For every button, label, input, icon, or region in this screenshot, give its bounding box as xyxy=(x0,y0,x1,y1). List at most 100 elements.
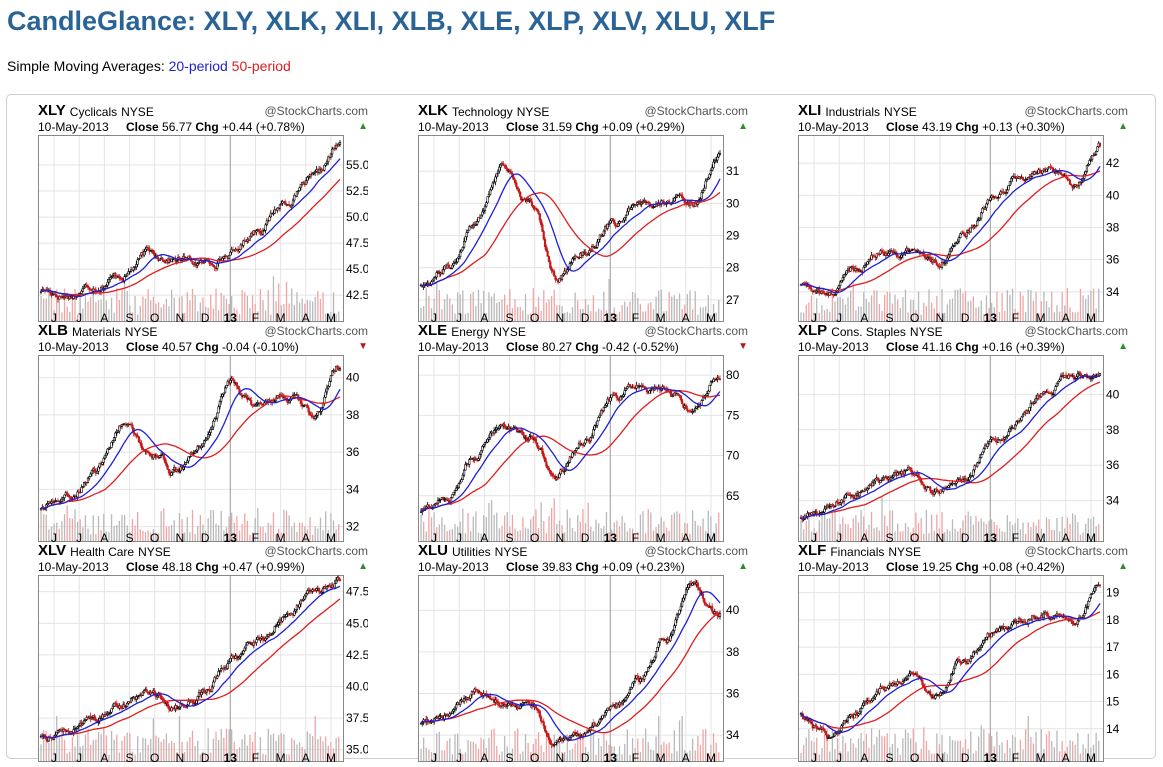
volume-bar xyxy=(601,528,602,541)
volume-bar xyxy=(876,527,877,541)
candle-body xyxy=(132,425,134,428)
volume-bar xyxy=(265,533,266,541)
x-month-label: S xyxy=(886,531,894,542)
volume-bar xyxy=(1072,513,1073,541)
volume-bar xyxy=(527,529,528,541)
candle-body xyxy=(596,242,598,247)
volume-bar xyxy=(470,531,471,541)
candle-body xyxy=(675,620,677,626)
volume-bar xyxy=(1075,312,1076,321)
volume-bar xyxy=(829,518,830,541)
chg-label: Chg xyxy=(955,120,978,134)
chart-date: 10-May-2013 xyxy=(38,120,109,134)
volume-bar xyxy=(517,307,518,321)
candle-body xyxy=(68,494,70,496)
volume-bar xyxy=(145,299,146,321)
candle-body xyxy=(542,225,544,232)
volume-bar xyxy=(43,514,44,541)
volume-bar xyxy=(423,737,424,761)
candle-body xyxy=(466,233,468,237)
volume-bar xyxy=(189,300,190,321)
volume-bar xyxy=(876,290,877,321)
volume-bar xyxy=(315,527,316,541)
volume-bar xyxy=(428,296,429,321)
candle-body xyxy=(846,271,848,274)
volume-bar xyxy=(527,314,528,321)
volume-bar xyxy=(520,530,521,541)
x-month-label: A xyxy=(1062,311,1070,322)
candle-body xyxy=(329,381,331,386)
x-month-label: O xyxy=(530,531,539,542)
volume-bar xyxy=(40,510,41,541)
x-month-label: O xyxy=(150,531,159,542)
candle-body xyxy=(868,485,870,488)
candle-body xyxy=(300,400,302,403)
candle-body xyxy=(284,202,286,205)
volume-bar xyxy=(247,296,248,321)
chart-exchange: NYSE xyxy=(884,105,917,119)
chart-close-chg: Close 31.59 Chg +0.09 (+0.29%) xyxy=(506,120,685,134)
volume-bar xyxy=(546,737,547,761)
volume-bar xyxy=(239,531,240,541)
candle-body xyxy=(983,449,985,452)
candle-body xyxy=(83,721,85,724)
x-month-label: M xyxy=(1086,311,1096,322)
candle-body xyxy=(872,483,874,486)
volume-bar xyxy=(954,290,955,321)
volume-bar xyxy=(473,517,474,541)
volume-bar xyxy=(808,516,809,541)
volume-bar xyxy=(192,289,193,321)
volume-bar xyxy=(850,528,851,541)
candle-body xyxy=(680,396,682,400)
y-tick-label: 55.0 xyxy=(346,158,368,172)
volume-bar xyxy=(98,516,99,541)
x-month-label: A xyxy=(480,311,488,322)
volume-bar xyxy=(473,292,474,321)
volume-bar xyxy=(98,732,99,761)
chart-exchange: NYSE xyxy=(121,105,154,119)
candle-body xyxy=(107,282,109,285)
volume-bar xyxy=(574,292,575,321)
x-month-label: D xyxy=(581,311,590,322)
candle-body xyxy=(211,427,213,429)
candle-body xyxy=(314,416,316,418)
candle-body xyxy=(436,273,438,278)
candle-body xyxy=(230,658,232,661)
chart-date: 10-May-2013 xyxy=(418,340,489,354)
volume-bar xyxy=(87,301,88,321)
volume-bar xyxy=(197,526,198,541)
volume-bar xyxy=(645,728,646,761)
volume-bar xyxy=(439,290,440,321)
volume-bar xyxy=(260,527,261,541)
volume-bar xyxy=(517,531,518,541)
volume-bar xyxy=(491,500,492,541)
volume-bar xyxy=(501,752,502,761)
volume-bar xyxy=(137,736,138,761)
volume-bar xyxy=(491,730,492,761)
volume-bar xyxy=(488,292,489,321)
x-month-label: J xyxy=(836,311,842,322)
candle-body xyxy=(687,588,689,590)
candle-body xyxy=(572,259,574,263)
volume-bar xyxy=(850,291,851,321)
x-month-label: S xyxy=(126,751,134,762)
candle-body xyxy=(1080,373,1082,376)
volume-bar xyxy=(69,752,70,761)
candle-body xyxy=(104,455,106,458)
volume-bar xyxy=(85,735,86,761)
candle-body xyxy=(138,437,140,443)
volume-bar xyxy=(1009,521,1010,541)
volume-bar xyxy=(569,750,570,761)
candle-body xyxy=(442,270,444,274)
volume-bar xyxy=(142,531,143,541)
volume-bar xyxy=(470,294,471,321)
candle-body xyxy=(504,424,506,427)
chg-value: -0.42 (-0.52%) xyxy=(599,340,679,354)
y-tick-label: 50.0 xyxy=(346,210,368,224)
volume-bar xyxy=(145,532,146,541)
